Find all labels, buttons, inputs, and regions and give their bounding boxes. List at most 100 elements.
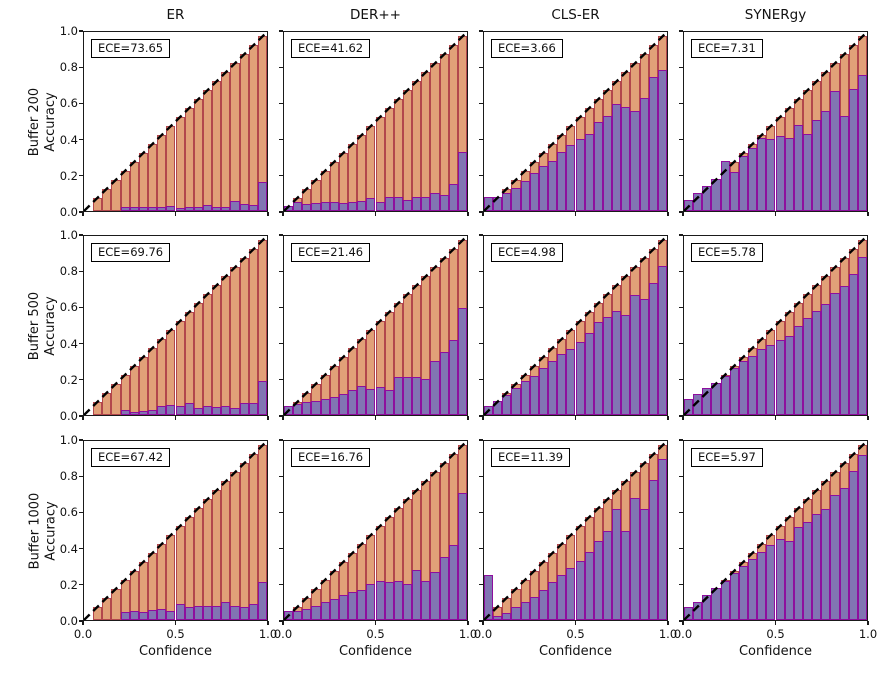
x-tick-label: 0.0 — [473, 627, 493, 641]
y-tick-mark — [79, 66, 83, 68]
accuracy-bar — [538, 589, 549, 620]
x-tick-label: 1.0 — [258, 627, 278, 641]
accuracy-bar — [120, 611, 130, 620]
y-tick-mark — [279, 584, 283, 586]
col-title-cls-er: CLS-ER — [551, 7, 600, 23]
accuracy-bar — [657, 458, 667, 620]
ece-badge: ECE=3.66 — [491, 39, 563, 58]
accuracy-bar — [520, 180, 530, 211]
x-tick-mark — [282, 416, 284, 420]
x-tick-mark — [667, 416, 669, 420]
col-title-er: ER — [166, 7, 185, 23]
y-tick-label: 0.0 — [59, 614, 78, 628]
accuracy-bar — [421, 580, 431, 620]
y-tick-mark — [279, 102, 283, 104]
y-tick-mark — [279, 66, 283, 68]
accuracy-bar — [402, 200, 413, 211]
accuracy-bar — [593, 321, 603, 415]
accuracy-bar — [621, 107, 631, 211]
plot-area — [684, 236, 867, 415]
x-tick-mark — [467, 416, 469, 420]
x-tick-mark — [467, 212, 469, 216]
x-tick-mark — [867, 621, 869, 625]
y-tick-label: 0.8 — [59, 264, 78, 279]
y-tick-mark — [679, 175, 683, 177]
y-tick-label: 0.2 — [59, 168, 78, 183]
row-label-text: Buffer 1000 Accuracy — [27, 492, 58, 569]
accuracy-bar — [138, 207, 149, 211]
x-tick-mark — [467, 621, 469, 625]
x-tick-label: 0.0 — [273, 627, 293, 641]
accuracy-bar — [230, 201, 240, 211]
accuracy-bar — [384, 196, 394, 211]
accuracy-bar — [738, 155, 749, 211]
accuracy-bar — [166, 405, 176, 415]
accuracy-bar — [793, 325, 803, 415]
accuracy-bar — [502, 193, 512, 211]
x-tick-mark — [174, 621, 177, 625]
x-tick-mark — [482, 621, 484, 625]
y-tick-mark — [279, 270, 283, 272]
diagonal-line — [684, 236, 867, 415]
col-title-der-: DER++ — [350, 7, 401, 23]
accuracy-bar — [329, 598, 339, 620]
accuracy-bar — [720, 160, 730, 211]
y-tick-mark — [279, 379, 283, 381]
diagonal-line — [684, 441, 867, 620]
accuracy-bar — [793, 526, 803, 620]
accuracy-bar — [293, 611, 303, 620]
y-tick-label: 0.8 — [59, 60, 78, 75]
accuracy-bar — [648, 480, 658, 620]
y-tick-mark — [279, 30, 283, 32]
plot-area — [84, 441, 267, 620]
accuracy-bar — [584, 134, 594, 211]
x-tick-label: 0.0 — [673, 627, 693, 641]
y-tick-mark — [479, 139, 483, 141]
accuracy-bar — [821, 110, 831, 211]
accuracy-bar — [320, 398, 330, 415]
x-tick-label: 0.5 — [766, 627, 785, 641]
y-tick-mark — [479, 415, 483, 417]
ece-badge: ECE=11.39 — [491, 448, 571, 467]
plot-area — [84, 32, 267, 211]
x-tick-mark — [267, 416, 269, 420]
x-axis-label: Confidence — [738, 644, 813, 659]
accuracy-bar — [120, 207, 130, 211]
x-tick-mark — [867, 416, 869, 420]
accuracy-bar — [320, 202, 330, 211]
accuracy-bar — [138, 611, 149, 620]
accuracy-bar — [729, 171, 739, 211]
accuracy-bar — [129, 412, 139, 415]
accuracy-bar — [575, 139, 585, 211]
accuracy-bar — [439, 194, 449, 211]
row-label-buffer-1000: Buffer 1000 Accuracy — [14, 440, 72, 621]
y-tick-mark — [479, 102, 483, 104]
accuracy-bar — [548, 361, 558, 415]
accuracy-bar — [311, 400, 321, 415]
accuracy-bar — [548, 582, 558, 620]
y-tick-mark — [79, 175, 83, 177]
ece-badge: ECE=67.42 — [91, 448, 171, 467]
accuracy-bar — [430, 571, 440, 620]
accuracy-bar — [320, 602, 330, 620]
plot-area — [484, 32, 667, 211]
accuracy-bar — [802, 521, 813, 620]
accuracy-bar — [630, 498, 640, 620]
accuracy-bar — [575, 560, 585, 620]
diagonal-line — [484, 441, 667, 620]
y-tick-mark — [679, 439, 683, 441]
accuracy-bar — [839, 116, 849, 211]
accuracy-bar — [421, 196, 431, 211]
accuracy-bar — [348, 389, 358, 415]
accuracy-bar — [729, 368, 739, 415]
accuracy-bar — [430, 361, 440, 415]
accuracy-bar — [639, 509, 649, 620]
accuracy-bar — [848, 471, 858, 620]
panel-der--200: ECE=41.62 — [283, 31, 468, 212]
y-tick-mark — [479, 343, 483, 345]
plot-area — [84, 236, 267, 415]
accuracy-bar — [848, 89, 858, 211]
accuracy-bar — [393, 196, 403, 211]
x-axis-label: Confidence — [338, 644, 413, 659]
y-tick-mark — [479, 234, 483, 236]
